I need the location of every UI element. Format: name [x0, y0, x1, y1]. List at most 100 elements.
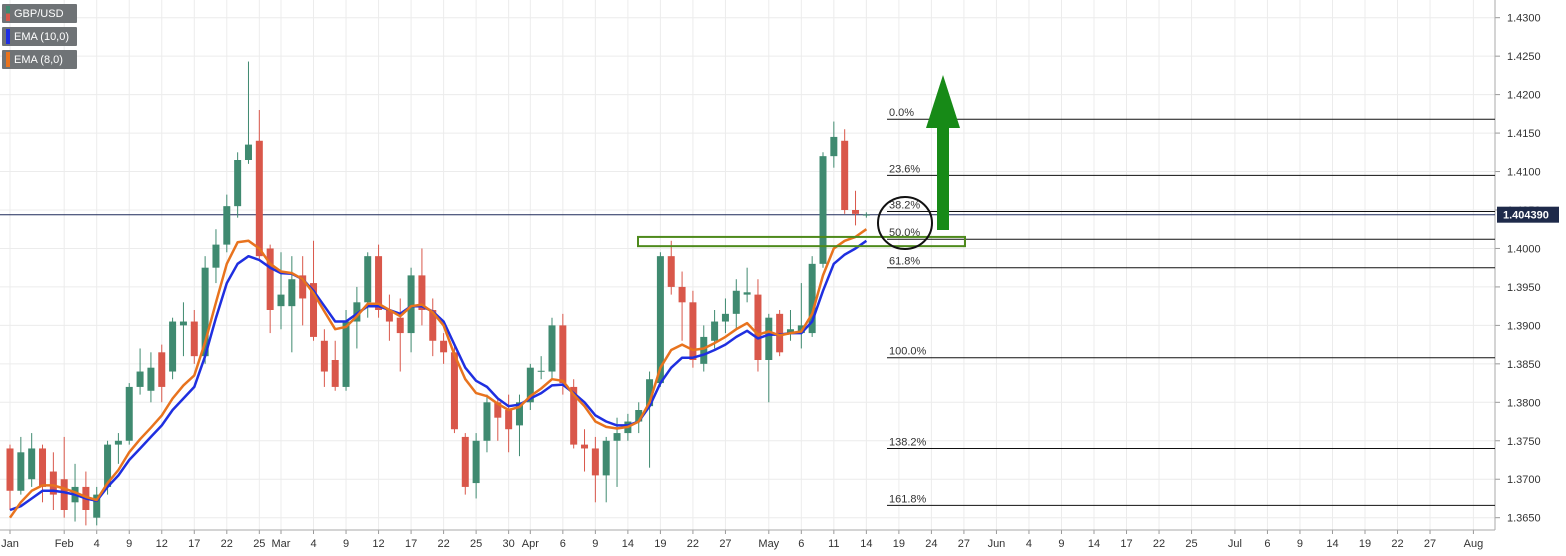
x-tick-label: 14 — [1326, 538, 1338, 550]
candle-body — [234, 160, 242, 207]
y-tick-label: 1.3950 — [1507, 282, 1541, 294]
x-tick-label: 4 — [310, 538, 316, 550]
candle-body — [830, 136, 838, 157]
x-tick-label: 22 — [1153, 538, 1165, 550]
x-tick-label: 22 — [437, 538, 449, 550]
candle-body — [689, 302, 697, 360]
x-tick-label: 6 — [1264, 538, 1270, 550]
candle-body — [700, 336, 708, 364]
y-tick-label: 1.4200 — [1507, 90, 1541, 102]
legend-label: EMA (8,0) — [14, 53, 63, 66]
y-tick-label: 1.3650 — [1507, 513, 1541, 525]
candle-body — [819, 156, 827, 264]
arrow-shaft — [937, 127, 949, 230]
last-price-label: 1.404390 — [1503, 210, 1549, 222]
x-tick-label: 12 — [372, 538, 384, 550]
last-price-box — [1497, 206, 1559, 223]
candle-body — [244, 144, 252, 160]
candle-body — [364, 256, 372, 303]
x-tick-label: May — [758, 538, 779, 550]
x-tick-label: 14 — [622, 538, 634, 550]
candle-body — [299, 275, 307, 299]
candle-body — [125, 386, 133, 441]
y-tick-label: 1.4100 — [1507, 167, 1541, 179]
x-tick-label: 25 — [1185, 538, 1197, 550]
candle-body — [602, 440, 610, 476]
candle-body — [136, 371, 144, 387]
candle-body — [158, 352, 166, 387]
y-tick-label: 1.3800 — [1507, 397, 1541, 409]
x-tick-label: Jul — [1228, 538, 1242, 550]
y-tick-label: 1.3850 — [1507, 359, 1541, 371]
x-tick-label: 19 — [893, 538, 905, 550]
x-tick-label: 19 — [1359, 538, 1371, 550]
fib-label: 0.0% — [889, 107, 914, 119]
x-tick-label: 12 — [156, 538, 168, 550]
x-tick-label: Apr — [522, 538, 539, 550]
candle-body — [450, 352, 458, 430]
candle-body — [743, 292, 751, 295]
candle-body — [353, 302, 361, 322]
x-tick-label: 27 — [719, 538, 731, 550]
legend-swatch — [6, 29, 10, 44]
candle-body — [17, 452, 25, 491]
x-tick-label: 22 — [1391, 538, 1403, 550]
x-tick-label: 9 — [343, 538, 349, 550]
candle-body — [711, 321, 719, 341]
candle-body — [39, 448, 47, 487]
legend-label: GBP/USD — [14, 7, 64, 20]
x-tick-label: 25 — [253, 538, 265, 550]
candle-body — [396, 317, 404, 334]
zone-box — [637, 235, 966, 248]
x-tick-label: Aug — [1464, 538, 1484, 550]
candle-body — [288, 279, 296, 307]
candle-body — [223, 206, 231, 245]
candle-body — [841, 140, 849, 210]
x-tick-label: Feb — [55, 538, 74, 550]
x-tick-label: 27 — [1424, 538, 1436, 550]
candle-body — [570, 386, 578, 445]
ema-line — [9, 239, 868, 512]
legend-item: EMA (10,0) — [2, 27, 78, 46]
y-tick-label: 1.3700 — [1507, 474, 1541, 486]
candle-body — [776, 313, 784, 353]
x-tick-label: 9 — [1297, 538, 1303, 550]
candle-body — [635, 410, 643, 422]
candle-body — [28, 448, 36, 480]
candle-body — [60, 479, 68, 510]
candle-body — [6, 448, 14, 491]
candle-body — [190, 321, 198, 357]
fib-label: 161.8% — [889, 493, 927, 505]
y-tick-label: 1.4250 — [1507, 51, 1541, 63]
candle-body — [754, 294, 762, 360]
candle-body — [656, 256, 664, 384]
candle-body — [852, 210, 860, 214]
legend-label: EMA (10,0) — [14, 30, 70, 43]
candle-body — [765, 317, 773, 360]
candle-body — [277, 294, 285, 307]
candle-body — [515, 402, 523, 426]
x-tick-label: 17 — [405, 538, 417, 550]
candle-body — [429, 310, 437, 341]
y-tick-label: 1.3900 — [1507, 320, 1541, 332]
candle-body — [342, 321, 350, 387]
x-tick-label: 11 — [828, 538, 839, 550]
candle-body — [375, 256, 383, 310]
candle-body — [147, 367, 155, 391]
candle-body — [526, 367, 534, 403]
candle-body — [548, 325, 556, 372]
candle-body — [440, 340, 448, 353]
candle-body — [179, 321, 187, 326]
candle-body — [385, 310, 393, 322]
candle-body — [581, 444, 589, 449]
candle-body — [667, 256, 675, 287]
candle-body — [494, 402, 502, 418]
x-tick-label: 17 — [188, 538, 200, 550]
fib-label: 138.2% — [889, 436, 927, 448]
candle-body — [104, 444, 112, 487]
x-tick-label: 24 — [925, 538, 937, 550]
arrow-head — [926, 75, 960, 128]
x-tick-label: 22 — [687, 538, 699, 550]
candle-body — [862, 214, 870, 216]
